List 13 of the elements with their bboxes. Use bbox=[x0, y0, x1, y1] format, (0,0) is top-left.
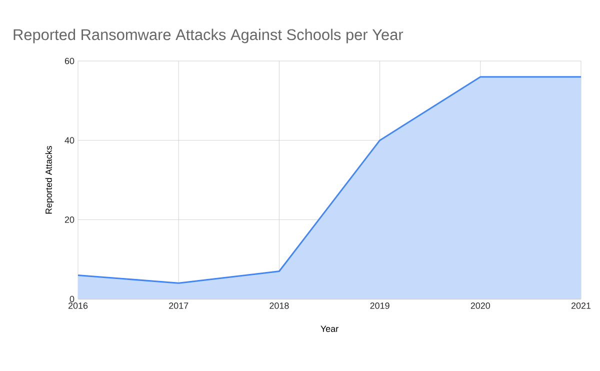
x-tick-label: 2021 bbox=[571, 302, 591, 309]
chart-title: Reported Ransomware Attacks Against Schools per Year bbox=[14, 28, 404, 44]
y-axis-title: Reported Attacks bbox=[45, 146, 54, 214]
x-tick-label: 2020 bbox=[470, 302, 490, 309]
x-tick-label: 2017 bbox=[169, 302, 188, 309]
y-tick-label: 20 bbox=[64, 216, 74, 223]
y-tick-label: 60 bbox=[64, 58, 74, 64]
y-tick-label: 0 bbox=[70, 296, 74, 302]
x-tick-label: 2016 bbox=[68, 302, 88, 309]
y-tick-label: 40 bbox=[64, 137, 74, 144]
x-tick-label: 2019 bbox=[370, 302, 390, 309]
x-tick-label: 2018 bbox=[270, 302, 289, 309]
x-axis-title: Year bbox=[320, 326, 338, 332]
